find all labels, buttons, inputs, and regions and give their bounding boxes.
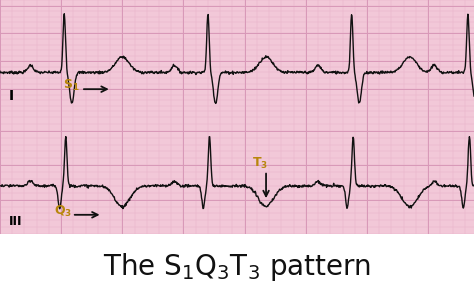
Text: $\mathregular{T_3}$: $\mathregular{T_3}$: [252, 156, 268, 171]
Text: $\mathregular{Q_3}$: $\mathregular{Q_3}$: [54, 204, 72, 219]
Text: I: I: [9, 89, 14, 103]
Text: III: III: [9, 215, 22, 228]
Text: The $\mathregular{S_1Q_3T_3}$ pattern: The $\mathregular{S_1Q_3T_3}$ pattern: [103, 251, 371, 283]
Text: $\mathregular{S_1}$: $\mathregular{S_1}$: [63, 78, 79, 93]
